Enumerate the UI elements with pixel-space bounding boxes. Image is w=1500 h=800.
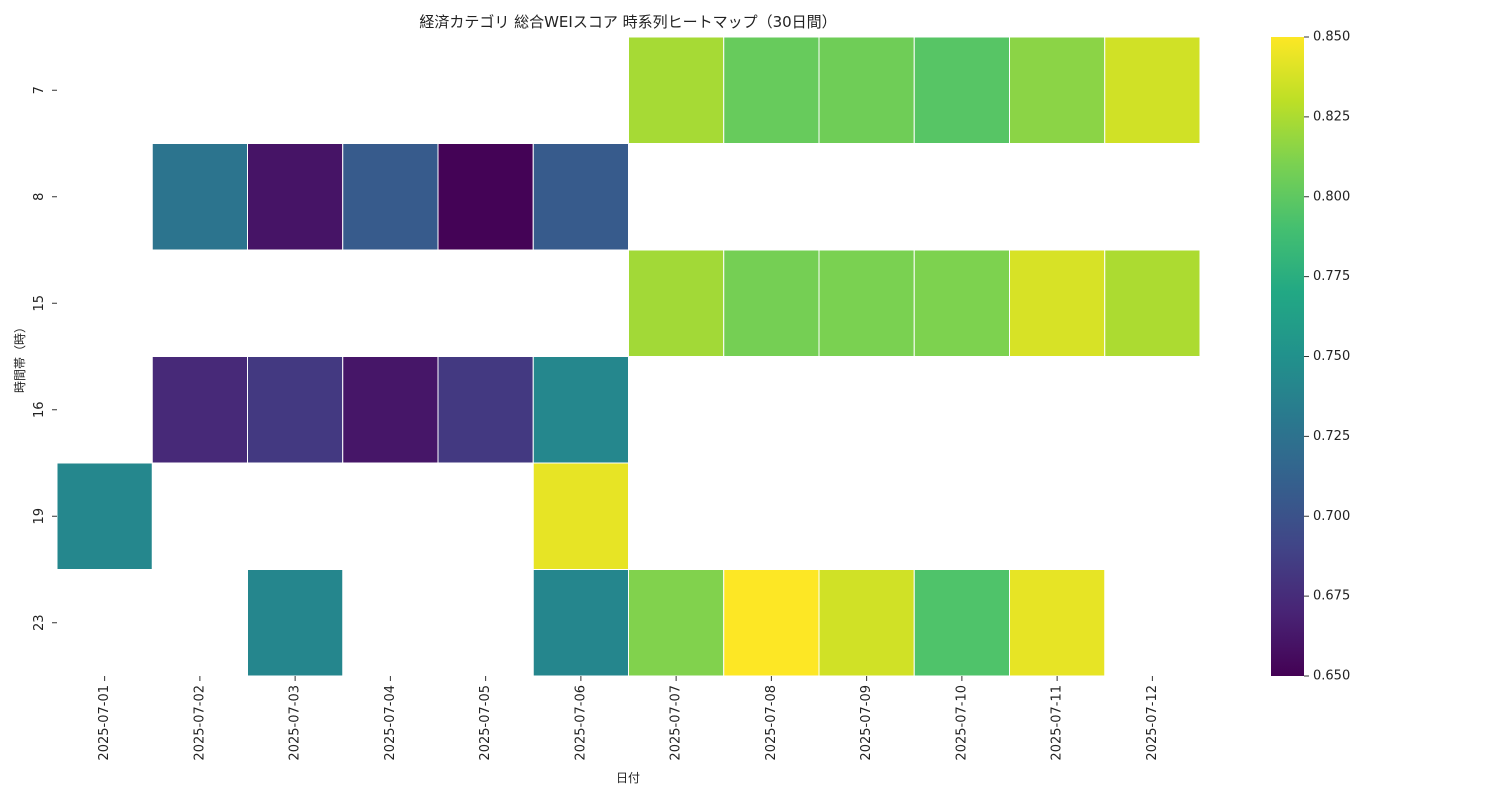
y-tick-label: 7 — [32, 86, 47, 94]
x-tick-label: 2025-07-06 — [573, 685, 588, 761]
y-axis-label: 時間帯（時） — [13, 321, 27, 393]
x-tick-label: 2025-07-08 — [764, 685, 779, 761]
heatmap-cell — [56, 462, 153, 570]
heatmap-cell — [342, 143, 439, 251]
colorbar-tick-label: 0.750 — [1313, 349, 1350, 364]
heatmap-cell — [532, 569, 629, 677]
heatmap-cell — [628, 249, 725, 357]
x-tick-label: 2025-07-10 — [954, 685, 969, 761]
x-tick-label: 2025-07-05 — [478, 685, 493, 761]
chart-title: 経済カテゴリ 総合WEIスコア 時系列ヒートマップ（30日間） — [419, 13, 836, 31]
heatmap-cell — [342, 356, 439, 464]
colorbar-tick-label: 0.725 — [1313, 429, 1350, 444]
heatmap-cell — [151, 356, 248, 464]
heatmap-cell — [628, 569, 725, 677]
heatmap-cell — [532, 143, 629, 251]
heatmap-cell — [1104, 36, 1201, 144]
colorbar-tick-label: 0.800 — [1313, 189, 1350, 204]
y-tick-label: 8 — [32, 193, 47, 201]
x-axis-ticks: 2025-07-01 2025-07-02 2025-07-03 2025-07-04… — [97, 676, 1160, 761]
x-tick-label: 2025-07-02 — [192, 685, 207, 761]
y-axis-ticks: 7 8 15 16 19 23 — [32, 86, 57, 631]
x-tick-label: 2025-07-12 — [1145, 685, 1160, 761]
y-tick-label: 15 — [32, 295, 47, 312]
heatmap-cell — [723, 36, 820, 144]
heatmap-cell — [532, 356, 629, 464]
y-tick-label: 16 — [32, 401, 47, 418]
heatmap-cells — [56, 36, 1201, 677]
heatmap-cell — [437, 143, 534, 251]
heatmap-cell — [247, 143, 344, 251]
heatmap-cell — [913, 36, 1010, 144]
x-tick-label: 2025-07-11 — [1050, 685, 1065, 761]
x-tick-label: 2025-07-04 — [383, 685, 398, 761]
heatmap-cell — [818, 36, 915, 144]
heatmap-cell — [1009, 569, 1106, 677]
heatmap-cell — [723, 569, 820, 677]
heatmap-cell — [1104, 249, 1201, 357]
x-tick-label: 2025-07-01 — [97, 685, 112, 761]
heatmap-cell — [723, 249, 820, 357]
heatmap-cell — [532, 462, 629, 570]
heatmap-cell — [818, 249, 915, 357]
colorbar-tick-label: 0.700 — [1313, 509, 1350, 524]
heatmap-cell — [1009, 36, 1106, 144]
heatmap-cell — [818, 569, 915, 677]
colorbar-tick-label: 0.825 — [1313, 109, 1350, 124]
x-tick-label: 2025-07-09 — [859, 685, 874, 761]
heatmap-cell — [247, 569, 344, 677]
heatmap-cell — [628, 36, 725, 144]
colorbar-tick-label: 0.850 — [1313, 30, 1350, 45]
colorbar-tick-label: 0.775 — [1313, 269, 1350, 284]
x-tick-label: 2025-07-07 — [669, 685, 684, 761]
x-axis-label: 日付 — [616, 771, 640, 785]
x-tick-label: 2025-07-03 — [288, 685, 303, 761]
colorbar — [1271, 37, 1304, 676]
y-tick-label: 19 — [32, 508, 47, 525]
colorbar-ticks: 0.650 0.675 0.700 0.725 0.750 0.775 0.800 0.825… — [1304, 30, 1350, 684]
heatmap-cell — [247, 356, 344, 464]
heatmap-cell — [437, 356, 534, 464]
heatmap-cell — [913, 249, 1010, 357]
heatmap-cell — [913, 569, 1010, 677]
colorbar-tick-label: 0.675 — [1313, 589, 1350, 604]
heatmap-cell — [1009, 249, 1106, 357]
heatmap-cell — [151, 143, 248, 251]
y-tick-label: 23 — [32, 614, 47, 631]
colorbar-tick-label: 0.650 — [1313, 669, 1350, 684]
